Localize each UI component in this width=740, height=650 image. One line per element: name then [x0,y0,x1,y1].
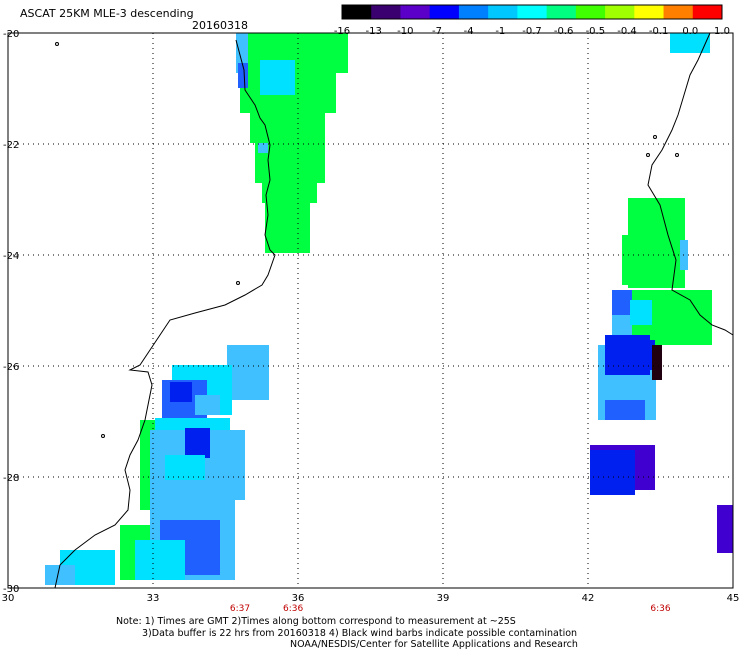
lat-tick-label: -30 [3,584,19,595]
island [55,42,59,46]
colorbar-swatch [575,5,606,19]
island [653,135,657,139]
swath-cell [605,400,645,420]
colorbar-label: -1 [495,26,505,37]
axis-labels: 30 33 36 39 42 45 -20 -22 -24 -26 -28 -30 6:37 6:36 6:… [2,29,740,614]
lon-tick-label: 42 [582,593,595,604]
island [646,153,650,157]
swath-cell [135,540,185,580]
swath-layer [45,33,733,585]
swath-cell [590,450,635,495]
lat-tick-label: -20 [3,29,19,40]
time-label: 6:37 [230,604,250,614]
swath-cell [260,60,295,95]
swath-cell [622,235,667,285]
colorbar-swatch [371,5,401,19]
note-line-1: Note: 1) Times are GMT 2)Times along bot… [116,616,516,627]
swath-cell [612,290,632,315]
colorbar-swatch [342,5,372,19]
island [101,434,105,438]
swath-cell [262,183,317,203]
colorbar: -16 -13 -10 -7 -4 -1 -0.7 -0.6 -0.5 -0.4 -0.1 0.0 1.… [334,4,730,37]
lon-tick-label: 36 [292,593,305,604]
swath-cell [195,395,220,415]
map-frame [7,32,734,589]
colorbar-swatch [663,5,694,19]
lon-tick-label: 45 [727,593,740,604]
lat-tick-label: -22 [3,140,19,151]
colorbar-swatch [488,5,518,19]
swath-cell [670,33,710,53]
time-label: 6:36 [650,604,670,614]
swath-cell [265,203,310,253]
swath-cell [717,505,733,553]
colorbar-label: 1.0 [714,26,730,37]
lon-tick-label: 39 [437,593,450,604]
swath-cell [652,345,662,380]
swath-cell [238,63,248,88]
lat-tick-label: -26 [3,362,19,373]
swath-cell [258,143,268,153]
colorbar-label: -7 [432,26,442,37]
swath-cell [165,455,205,480]
colorbar-label: -0.4 [617,26,637,37]
colorbar-label: -0.1 [649,26,669,37]
note-line-2: 3)Data buffer is 22 hrs from 20160318 4)… [142,628,578,639]
colorbar-label: -16 [334,26,350,37]
lon-tick-label: 33 [147,593,160,604]
colorbar-label: -0.6 [554,26,574,37]
island [236,281,240,285]
lat-tick-label: -28 [3,473,19,484]
lon-tick-label: 30 [2,593,15,604]
coastline-layer [54,32,734,589]
swath-cell [45,565,75,585]
colorbar-label: 0.0 [682,26,698,37]
colorbar-label: -0.5 [586,26,606,37]
map-date: 20160318 [192,19,248,32]
colorbar-swatch [517,5,548,19]
colorbar-swatch [605,5,635,19]
colorbar-label: -4 [464,26,474,37]
lat-tick-label: -24 [3,251,19,262]
colorbar-label: -10 [397,26,413,37]
time-label: 6:36 [283,604,303,614]
colorbar-frame [341,4,723,20]
colorbar-label: -13 [365,26,381,37]
swath-cell [620,340,655,370]
note-line-3: NOAA/NESDIS/Center for Satellite Applica… [290,639,578,650]
swath-cell [250,113,325,143]
coastline-madagascar [647,32,734,336]
colorbar-swatch [429,5,460,19]
grid-layer [8,33,733,588]
swath-cell [227,345,269,400]
swath-cell [185,428,210,458]
colorbar-swatch [692,5,723,19]
colorbar-label: -0.7 [522,26,542,37]
coastline-africa [54,39,276,589]
colorbar-swatch [634,5,665,19]
swath-cell [630,300,652,325]
colorbar-swatch [546,5,577,19]
colorbar-swatch [400,5,431,19]
map-title: ASCAT 25KM MLE-3 descending [20,7,194,20]
colorbar-swatch [458,5,489,19]
island [675,153,679,157]
swath-cell [170,382,192,402]
